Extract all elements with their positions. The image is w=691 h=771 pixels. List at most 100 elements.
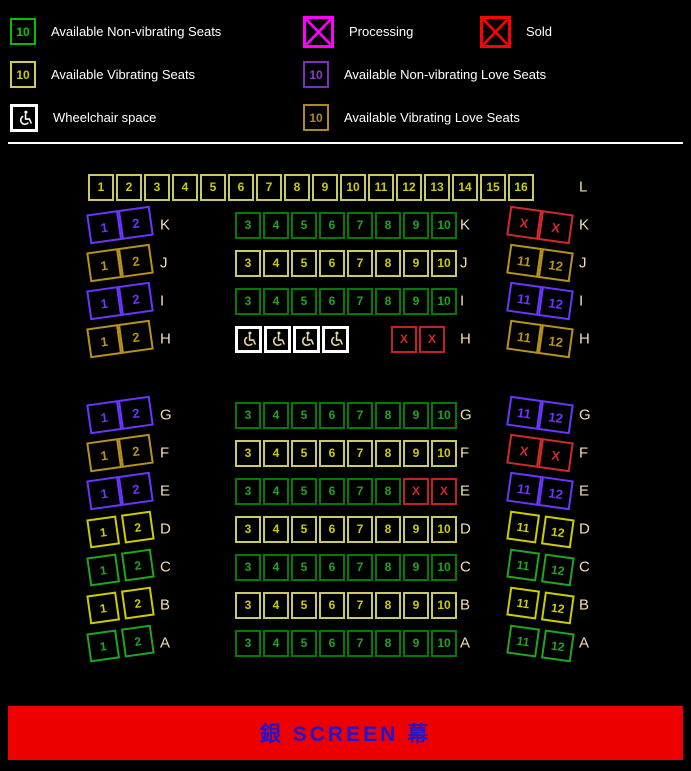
seat-C-10[interactable]: 10: [431, 553, 457, 581]
seat-K-6[interactable]: 6: [319, 211, 345, 239]
seat-I-9[interactable]: 9: [403, 287, 429, 315]
seat-K-4[interactable]: 4: [263, 211, 289, 239]
seat-D-6[interactable]: 6: [319, 515, 345, 543]
seat-G-11[interactable]: 11: [506, 395, 543, 430]
seat-A-2[interactable]: 2: [120, 624, 155, 658]
seat-G-9[interactable]: 9: [403, 401, 429, 429]
seat-J-12[interactable]: 12: [537, 248, 574, 283]
seat-K-2[interactable]: 2: [117, 205, 154, 240]
seat-L-4[interactable]: 4: [172, 173, 198, 201]
seat-C-6[interactable]: 6: [319, 553, 345, 581]
seat-C-2[interactable]: 2: [120, 548, 155, 582]
seat-B-10[interactable]: 10: [431, 591, 457, 619]
seat-I-10[interactable]: 10: [431, 287, 457, 315]
seat-G-4[interactable]: 4: [263, 401, 289, 429]
seat-C-7[interactable]: 7: [347, 553, 373, 581]
seat-C-4[interactable]: 4: [263, 553, 289, 581]
seat-I-5[interactable]: 5: [291, 287, 317, 315]
seat-C-5[interactable]: 5: [291, 553, 317, 581]
seat-J-3[interactable]: 3: [235, 249, 261, 277]
seat-F-6[interactable]: 6: [319, 439, 345, 467]
seat-L-16[interactable]: 16: [508, 173, 534, 201]
seat-D-5[interactable]: 5: [291, 515, 317, 543]
seat-K-7[interactable]: 7: [347, 211, 373, 239]
seat-D-2[interactable]: 2: [120, 510, 155, 544]
seat-C-11[interactable]: 11: [505, 548, 540, 582]
seat-G-1[interactable]: 1: [86, 400, 123, 435]
seat-D-1[interactable]: 1: [85, 514, 120, 548]
seat-B-2[interactable]: 2: [120, 586, 155, 620]
seat-C-9[interactable]: 9: [403, 553, 429, 581]
seat-D-12[interactable]: 12: [540, 514, 575, 548]
seat-L-6[interactable]: 6: [228, 173, 254, 201]
seat-L-13[interactable]: 13: [424, 173, 450, 201]
seat-L-14[interactable]: 14: [452, 173, 478, 201]
seat-A-10[interactable]: 10: [431, 629, 457, 657]
seat-E-5[interactable]: 5: [291, 477, 317, 505]
seat-J-4[interactable]: 4: [263, 249, 289, 277]
seat-G-10[interactable]: 10: [431, 401, 457, 429]
seat-D-3[interactable]: 3: [235, 515, 261, 543]
seat-F-4[interactable]: 4: [263, 439, 289, 467]
seat-I-4[interactable]: 4: [263, 287, 289, 315]
seat-D-4[interactable]: 4: [263, 515, 289, 543]
seat-B-7[interactable]: 7: [347, 591, 373, 619]
seat-G-7[interactable]: 7: [347, 401, 373, 429]
seat-I-1[interactable]: 1: [86, 286, 123, 321]
seat-F-2[interactable]: 2: [117, 433, 154, 468]
seat-G-12[interactable]: 12: [537, 400, 574, 435]
seat-K-3[interactable]: 3: [235, 211, 261, 239]
seat-A-4[interactable]: 4: [263, 629, 289, 657]
seat-L-8[interactable]: 8: [284, 173, 310, 201]
wheelchair-seat[interactable]: [293, 325, 320, 353]
seat-F-5[interactable]: 5: [291, 439, 317, 467]
seat-F-1[interactable]: 1: [86, 438, 123, 473]
seat-L-2[interactable]: 2: [116, 173, 142, 201]
seat-I-6[interactable]: 6: [319, 287, 345, 315]
seat-A-11[interactable]: 11: [505, 624, 540, 658]
seat-A-9[interactable]: 9: [403, 629, 429, 657]
seat-J-10[interactable]: 10: [431, 249, 457, 277]
seat-K-9[interactable]: 9: [403, 211, 429, 239]
seat-C-1[interactable]: 1: [85, 552, 120, 586]
seat-E-4[interactable]: 4: [263, 477, 289, 505]
seat-A-5[interactable]: 5: [291, 629, 317, 657]
seat-J-8[interactable]: 8: [375, 249, 401, 277]
seat-L-1[interactable]: 1: [88, 173, 114, 201]
seat-E-12[interactable]: 12: [537, 476, 574, 511]
seat-J-6[interactable]: 6: [319, 249, 345, 277]
seat-I-11[interactable]: 11: [506, 281, 543, 316]
seat-A-6[interactable]: 6: [319, 629, 345, 657]
seat-K-8[interactable]: 8: [375, 211, 401, 239]
seat-I-3[interactable]: 3: [235, 287, 261, 315]
seat-F-3[interactable]: 3: [235, 439, 261, 467]
wheelchair-seat[interactable]: [264, 325, 291, 353]
seat-E-6[interactable]: 6: [319, 477, 345, 505]
seat-B-5[interactable]: 5: [291, 591, 317, 619]
seat-F-10[interactable]: 10: [431, 439, 457, 467]
seat-L-12[interactable]: 12: [396, 173, 422, 201]
seat-E-11[interactable]: 11: [506, 471, 543, 506]
seat-I-8[interactable]: 8: [375, 287, 401, 315]
seat-B-9[interactable]: 9: [403, 591, 429, 619]
seat-A-3[interactable]: 3: [235, 629, 261, 657]
seat-I-7[interactable]: 7: [347, 287, 373, 315]
seat-L-15[interactable]: 15: [480, 173, 506, 201]
seat-E-2[interactable]: 2: [117, 471, 154, 506]
seat-I-12[interactable]: 12: [537, 286, 574, 321]
seat-D-10[interactable]: 10: [431, 515, 457, 543]
seat-E-1[interactable]: 1: [86, 476, 123, 511]
seat-B-12[interactable]: 12: [540, 590, 575, 624]
seat-K-5[interactable]: 5: [291, 211, 317, 239]
seat-G-5[interactable]: 5: [291, 401, 317, 429]
seat-I-2[interactable]: 2: [117, 281, 154, 316]
seat-G-6[interactable]: 6: [319, 401, 345, 429]
seat-D-8[interactable]: 8: [375, 515, 401, 543]
seat-G-2[interactable]: 2: [117, 395, 154, 430]
seat-B-3[interactable]: 3: [235, 591, 261, 619]
seat-F-7[interactable]: 7: [347, 439, 373, 467]
seat-K-10[interactable]: 10: [431, 211, 457, 239]
seat-J-5[interactable]: 5: [291, 249, 317, 277]
seat-H-1[interactable]: 1: [86, 324, 123, 359]
wheelchair-seat[interactable]: [322, 325, 349, 353]
